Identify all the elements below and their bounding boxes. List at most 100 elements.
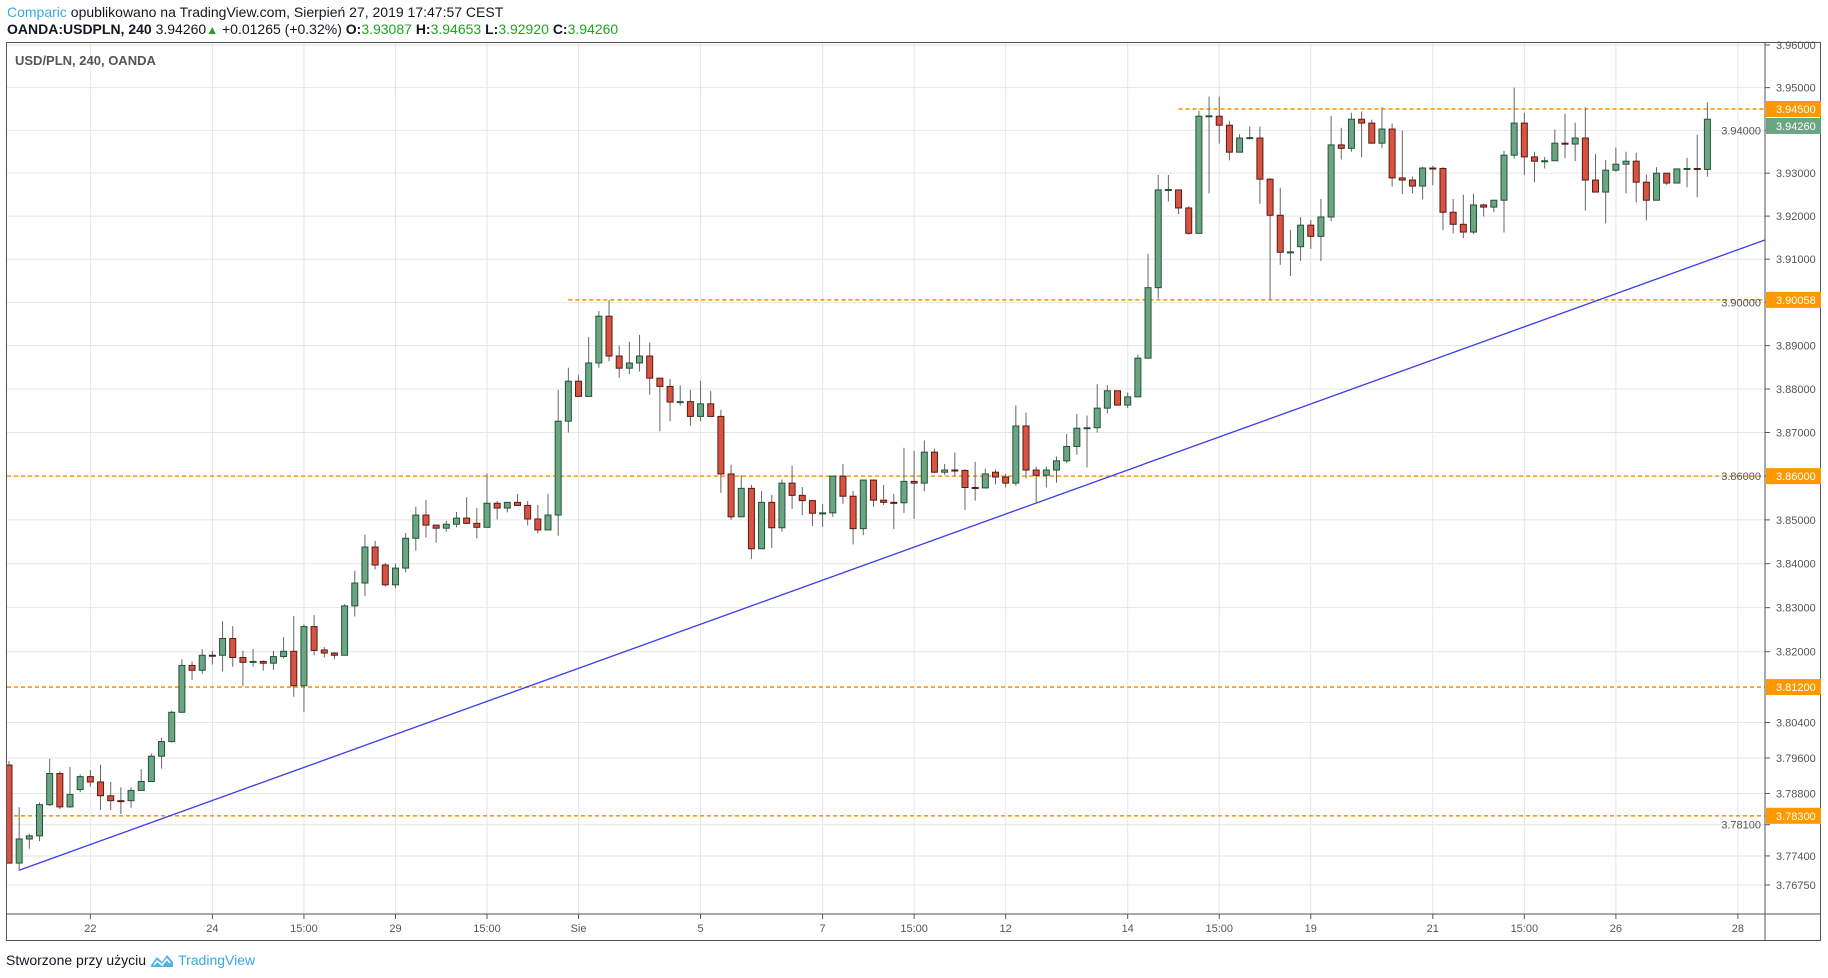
time-tick-label: 24 bbox=[206, 923, 218, 935]
candle bbox=[625, 341, 633, 375]
candle bbox=[747, 484, 755, 559]
candle-body bbox=[697, 403, 705, 417]
candle bbox=[239, 650, 247, 687]
time-tick-label: 19 bbox=[1305, 923, 1317, 935]
candle-body bbox=[707, 403, 715, 417]
candle bbox=[1683, 157, 1691, 188]
candle-body bbox=[1002, 476, 1010, 484]
time-tick-label: 21 bbox=[1427, 923, 1439, 935]
price-change: +0.01265 (+0.32%) bbox=[221, 21, 342, 37]
candle-body bbox=[1510, 122, 1518, 156]
candle bbox=[1002, 473, 1010, 488]
candle bbox=[46, 758, 54, 806]
candle bbox=[290, 616, 298, 697]
candle bbox=[1703, 102, 1711, 177]
candle-body bbox=[1653, 172, 1661, 201]
candle-body bbox=[1205, 115, 1213, 118]
author-link[interactable]: Comparic bbox=[7, 4, 67, 20]
candle bbox=[890, 494, 898, 530]
candle-body bbox=[788, 482, 796, 496]
candle-body bbox=[97, 781, 105, 797]
candle-body bbox=[991, 471, 999, 478]
symbol-info: OANDA:USDPLN, 240 3.94260▲ +0.01265 (+0.… bbox=[7, 21, 618, 37]
candle-body bbox=[1663, 172, 1671, 184]
candle-body bbox=[290, 650, 298, 687]
candle bbox=[1419, 166, 1427, 200]
candle-body bbox=[839, 475, 847, 497]
candle-body bbox=[1256, 137, 1264, 180]
candle-body bbox=[605, 315, 613, 357]
candle bbox=[524, 501, 532, 526]
candle-body bbox=[625, 362, 633, 369]
candle-body bbox=[768, 501, 776, 529]
candle bbox=[1144, 254, 1152, 359]
candle bbox=[473, 508, 481, 539]
candle bbox=[1195, 110, 1203, 234]
candle bbox=[330, 652, 338, 660]
candle bbox=[86, 769, 94, 787]
time-tick-label: 7 bbox=[820, 923, 826, 935]
candle-body bbox=[46, 773, 54, 806]
tradingview-link[interactable]: TradingView bbox=[178, 952, 256, 968]
time-tick-label: 14 bbox=[1122, 923, 1134, 935]
candle-body bbox=[900, 480, 908, 504]
candle bbox=[1327, 115, 1335, 222]
candle bbox=[646, 342, 654, 395]
chart-frame bbox=[6, 42, 1821, 941]
candle bbox=[463, 497, 471, 525]
candle-body bbox=[819, 512, 827, 515]
candle bbox=[839, 463, 847, 504]
candle-body bbox=[646, 355, 654, 379]
candle bbox=[1663, 172, 1671, 186]
candle-body bbox=[1429, 167, 1437, 170]
candle bbox=[798, 487, 806, 516]
candle bbox=[219, 621, 227, 672]
price-tick-label: 3.78100 bbox=[1721, 820, 1761, 832]
plot-area bbox=[7, 43, 1765, 914]
price-tick-label: 3.95000 bbox=[1776, 83, 1816, 95]
candle bbox=[127, 787, 135, 808]
candle bbox=[320, 646, 328, 658]
candle bbox=[1032, 466, 1040, 503]
level-price-label-bg bbox=[1766, 100, 1821, 117]
candle bbox=[1581, 107, 1589, 211]
candle bbox=[1358, 111, 1366, 158]
candle-body bbox=[1266, 178, 1274, 216]
candle-body bbox=[412, 514, 420, 539]
candle-body bbox=[1327, 144, 1335, 218]
price-tick-label: 3.83000 bbox=[1776, 603, 1816, 615]
candle bbox=[1388, 123, 1396, 187]
candle-body bbox=[1225, 124, 1233, 153]
price-tick-label: 3.93000 bbox=[1776, 168, 1816, 180]
candle bbox=[1256, 126, 1264, 204]
candle-body bbox=[1073, 427, 1081, 447]
candle-body bbox=[1419, 167, 1427, 187]
candle-body bbox=[808, 500, 816, 514]
high-label: H: bbox=[415, 21, 431, 37]
candle bbox=[697, 380, 705, 422]
candle bbox=[564, 367, 572, 433]
candle bbox=[249, 649, 257, 667]
candle bbox=[1317, 198, 1325, 261]
candle bbox=[880, 484, 888, 505]
candle-body bbox=[300, 626, 308, 687]
candle bbox=[859, 479, 867, 536]
candle-body bbox=[676, 401, 684, 404]
candle bbox=[1236, 134, 1244, 153]
candle bbox=[198, 649, 206, 674]
candle bbox=[280, 637, 288, 659]
candle bbox=[147, 753, 155, 783]
candle-body bbox=[747, 487, 755, 550]
candle-body bbox=[1358, 118, 1366, 124]
candle-body bbox=[656, 377, 664, 387]
candle bbox=[788, 465, 796, 509]
candle-body bbox=[1347, 118, 1355, 149]
candle bbox=[595, 311, 603, 368]
candle bbox=[1134, 354, 1142, 398]
candle bbox=[1541, 156, 1549, 169]
candle-body bbox=[1114, 390, 1122, 406]
time-tick-label: 15:00 bbox=[900, 923, 928, 935]
candle-body bbox=[1642, 181, 1650, 201]
candle-body bbox=[920, 451, 928, 484]
